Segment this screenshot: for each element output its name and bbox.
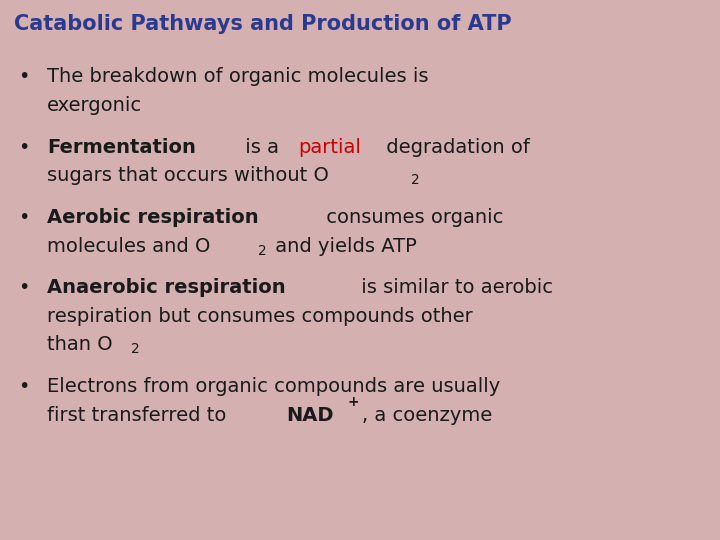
Text: NAD: NAD	[287, 406, 334, 424]
Text: consumes organic: consumes organic	[320, 208, 503, 227]
Text: degradation of: degradation of	[379, 138, 530, 157]
Text: •: •	[18, 377, 30, 396]
Text: exergonic: exergonic	[47, 96, 142, 115]
Text: molecules and O: molecules and O	[47, 237, 210, 255]
Text: •: •	[18, 208, 30, 227]
Text: •: •	[18, 138, 30, 157]
Text: respiration but consumes compounds other: respiration but consumes compounds other	[47, 307, 472, 326]
Text: first transferred to: first transferred to	[47, 406, 233, 424]
Text: Fermentation: Fermentation	[47, 138, 196, 157]
Text: is similar to aerobic: is similar to aerobic	[355, 279, 553, 298]
Text: •: •	[18, 279, 30, 298]
Text: than O: than O	[47, 335, 112, 354]
Text: Anaerobic respiration: Anaerobic respiration	[47, 279, 285, 298]
Text: +: +	[348, 395, 359, 409]
Text: 2: 2	[258, 244, 266, 258]
Text: Electrons from organic compounds are usually: Electrons from organic compounds are usu…	[47, 377, 500, 396]
Text: Catabolic Pathways and Production of ATP: Catabolic Pathways and Production of ATP	[14, 14, 512, 33]
Text: 2: 2	[410, 173, 419, 187]
Text: partial: partial	[299, 138, 361, 157]
Text: 2: 2	[132, 342, 140, 356]
Text: is a: is a	[239, 138, 285, 157]
Text: The breakdown of organic molecules is: The breakdown of organic molecules is	[47, 68, 428, 86]
Text: sugars that occurs without O: sugars that occurs without O	[47, 166, 328, 185]
Text: Aerobic respiration: Aerobic respiration	[47, 208, 258, 227]
Text: and yields ATP: and yields ATP	[269, 237, 416, 255]
Text: , a coenzyme: , a coenzyme	[362, 406, 492, 424]
Text: •: •	[18, 68, 30, 86]
